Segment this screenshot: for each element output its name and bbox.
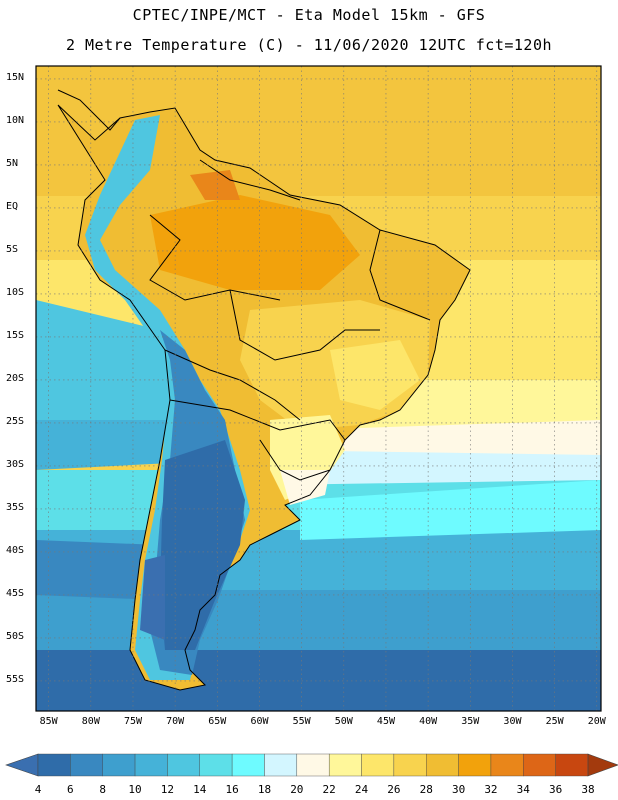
lon-label: 30W bbox=[503, 716, 522, 727]
lon-label: 45W bbox=[376, 716, 395, 727]
lon-label: 50W bbox=[334, 716, 353, 727]
colorbar-tick-label: 34 bbox=[517, 783, 531, 796]
lon-label: 35W bbox=[461, 716, 480, 727]
colorbar-bin bbox=[426, 753, 459, 777]
lon-label: 85W bbox=[39, 716, 58, 727]
colorbar-bin bbox=[70, 753, 103, 777]
colorbar-bin bbox=[296, 753, 330, 777]
colorbar-bin bbox=[264, 753, 298, 777]
lat-label: 5S bbox=[6, 243, 19, 255]
colorbar-tick-label: 12 bbox=[161, 783, 174, 796]
colorbar-bin bbox=[490, 753, 524, 777]
lon-label: 65W bbox=[208, 716, 227, 727]
lon-label: 75W bbox=[123, 716, 142, 727]
lon-label: 25W bbox=[545, 716, 564, 727]
lat-label: 10S bbox=[6, 286, 25, 298]
colorbar-tick-label: 36 bbox=[549, 783, 562, 796]
title-line-2: 2 Metre Temperature (C) - 11/06/2020 12U… bbox=[65, 36, 553, 54]
colorbar-bin bbox=[102, 753, 136, 777]
colorbar-tick-label: 8 bbox=[99, 783, 106, 796]
colorbar-tick-label: 20 bbox=[290, 783, 303, 796]
colorbar-arrow-low bbox=[5, 753, 39, 777]
lat-label: 35S bbox=[6, 501, 25, 513]
colorbar-bin bbox=[37, 753, 71, 777]
colorbar-bin bbox=[199, 753, 233, 777]
colorbar-tick-label: 38 bbox=[581, 783, 594, 796]
lat-label: 50S bbox=[6, 630, 25, 642]
colorbar-tick-label: 26 bbox=[387, 783, 400, 796]
lat-label: 45S bbox=[6, 587, 25, 599]
colorbar-tick-label: 4 bbox=[35, 783, 42, 796]
colorbar-bin bbox=[393, 753, 427, 777]
colorbar-tick-label: 24 bbox=[355, 783, 369, 796]
lon-label: 80W bbox=[81, 716, 100, 727]
colorbar-tick-label: 16 bbox=[225, 783, 238, 796]
colorbar-bin bbox=[555, 753, 589, 777]
colorbar-tick-label: 28 bbox=[420, 783, 433, 796]
temperature-field bbox=[36, 66, 601, 711]
lon-label: 55W bbox=[292, 716, 311, 727]
lat-label: 20S bbox=[6, 372, 25, 384]
colorbar-tick-label: 22 bbox=[323, 783, 336, 796]
lat-label: 15N bbox=[6, 71, 25, 83]
colorbar-bin bbox=[231, 753, 265, 777]
lat-label: 55S bbox=[6, 673, 25, 685]
lat-label: 10N bbox=[6, 114, 25, 126]
lon-label: 20W bbox=[587, 716, 606, 727]
lat-label: EQ bbox=[6, 200, 19, 212]
colorbar-arrow-high bbox=[587, 753, 618, 777]
colorbar-tick-label: 32 bbox=[484, 783, 497, 796]
lat-label: 5N bbox=[6, 157, 19, 169]
lat-label: 15S bbox=[6, 329, 25, 341]
colorbar: 4 6 8 10 12 14 16 18 20 22 24 26 28 30 32 34 36 38 bbox=[5, 753, 618, 796]
colorbar-tick-label: 10 bbox=[128, 783, 141, 796]
colorbar-bin bbox=[523, 753, 556, 777]
colorbar-bin bbox=[134, 753, 168, 777]
lat-label: 30S bbox=[6, 458, 25, 470]
colorbar-bin bbox=[458, 753, 492, 777]
plot-frame bbox=[35, 65, 602, 712]
lat-label: 40S bbox=[6, 544, 25, 556]
colorbar-tick-label: 14 bbox=[193, 783, 207, 796]
colorbar-bin bbox=[167, 753, 200, 777]
lat-label: 25S bbox=[6, 415, 25, 427]
lon-label: 70W bbox=[166, 716, 185, 727]
colorbar-tick-label: 6 bbox=[67, 783, 74, 796]
colorbar-tick-label: 30 bbox=[452, 783, 465, 796]
title-line-1: CPTEC/INPE/MCT - Eta Model 15km - GFS bbox=[132, 6, 486, 24]
amazon-hot-core bbox=[150, 195, 360, 290]
colorbar-tick-label: 18 bbox=[258, 783, 271, 796]
lon-label: 40W bbox=[419, 716, 438, 727]
coastlines bbox=[57, 89, 471, 691]
lon-label: 60W bbox=[250, 716, 269, 727]
colorbar-bin bbox=[361, 753, 395, 777]
colorbar-bin bbox=[328, 753, 362, 777]
